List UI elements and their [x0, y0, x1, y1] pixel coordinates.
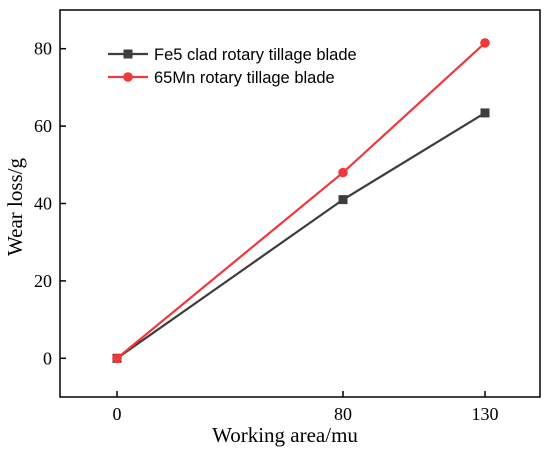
data-point: [112, 353, 122, 364]
x-axis-ticks: 0 80 130: [113, 391, 499, 424]
x-tick-label: 80: [334, 404, 352, 424]
data-point: [480, 38, 490, 48]
y-tick-label: 40: [34, 194, 52, 214]
y-tick-label: 60: [34, 116, 52, 136]
legend-label: 65Mn rotary tillage blade: [154, 69, 335, 87]
series-1: [112, 108, 490, 363]
legend-marker: [123, 49, 133, 59]
series-line: [116, 42, 486, 360]
legend-label: Fe5 clad rotary tillage blade: [154, 46, 357, 64]
y-axis-title: Wear loss/g: [3, 157, 27, 256]
y-tick-label: 20: [34, 271, 52, 291]
y-tick-label: 80: [34, 39, 52, 59]
series-layer: [112, 38, 490, 364]
x-axis-title: Working area/mu: [212, 423, 358, 447]
x-tick-label: 130: [472, 404, 499, 424]
legend: Fe5 clad rotary tillage blade 65Mn rotary…: [108, 46, 357, 87]
x-tick-label: 0: [113, 404, 122, 424]
legend-marker: [123, 72, 133, 82]
y-axis-ticks: 0 20 40 60 80: [34, 39, 66, 368]
series-line: [116, 112, 486, 360]
y-tick-label: 0: [43, 348, 52, 368]
data-point: [480, 108, 490, 118]
data-point: [338, 167, 348, 178]
series-2: [112, 38, 490, 364]
data-point: [338, 195, 348, 205]
